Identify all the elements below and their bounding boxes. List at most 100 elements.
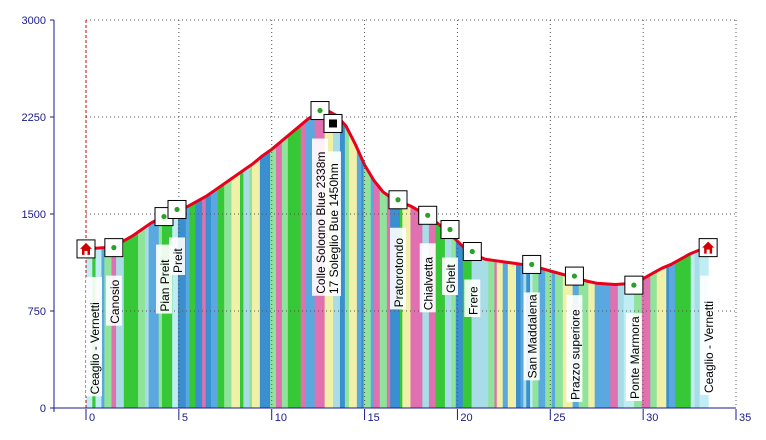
terrain-band [356,147,362,409]
terrain-band [444,229,452,408]
waypoint-dot [469,248,475,255]
terrain-band [502,261,509,408]
waypoint: Preit [167,199,187,275]
terrain-band [594,282,605,408]
axes: 0 750 1500 2250 3000 0 5 10 15 20 25 30 35 [22,15,752,424]
waypoint-label: Colle Sologno Blue 2338m [314,152,328,294]
terrain-band [668,262,676,408]
terrain-band [435,221,446,408]
terrain-band [243,166,250,408]
terrain-band [455,239,460,408]
waypoint-label-bg [625,313,642,402]
terrain-band [104,245,113,408]
terrain-band [281,135,289,408]
waypoint-label: Pian Preit [158,259,172,312]
terrain-band [458,242,464,408]
terrain-band [144,224,150,408]
terrain-band [471,252,476,408]
waypoint-label-bg [86,276,102,397]
terrain-band [555,272,564,408]
waypoint-label-bg [442,257,458,296]
terrain-band [507,262,517,408]
grid [85,19,737,408]
waypoint-label-bg [419,243,436,313]
waypoint-dot [174,206,180,213]
waypoint-label: 17 Soleglio Bue 1450hm [327,163,341,294]
terrain-band [402,202,412,408]
terrain-band [205,193,212,408]
terrain-band [270,145,277,408]
x-tick-label: 30 [646,412,658,424]
waypoint-label-bg [390,227,406,310]
waypoint-dot [425,212,431,218]
terrain-band [475,254,484,408]
terrain-band [551,271,556,408]
terrain-band [482,258,489,408]
terrain-band [231,172,241,408]
waypoint: Gheit [440,220,460,296]
waypoint-label: San Maddalena [526,294,540,378]
y-tick-label: 3000 [22,15,46,27]
y-tick-label: 1500 [22,209,46,221]
terrain-band [287,132,293,408]
waypoint-label-bg [105,275,122,326]
waypoint: San Maddalena [522,254,542,381]
terrain-band [694,250,701,408]
waypoint-label: Ceaglio - Vernetti [88,302,102,394]
terrain-band [578,278,589,408]
terrain-band [462,246,473,408]
terrain-band [224,178,233,408]
waypoint: 17 Soleglio Bue 1450hm [323,113,343,297]
terrain-band [292,125,302,409]
terrain-band [348,131,358,408]
terrain-band [300,121,306,409]
waypoint-label-bg [325,151,341,297]
waypoint-label-bg [523,292,540,381]
terrain-band [130,232,139,408]
x-tick-label: 5 [182,412,188,424]
waypoint-dot [447,226,453,233]
terrain-band [275,140,283,408]
terrain-band [641,274,651,408]
waypoint-label-bg [700,275,717,396]
waypoint-dot [529,261,535,268]
waypoint-label: Chialvetta [422,257,436,311]
x-tick-label: 20 [460,412,472,424]
waypoint-label: Canosio [108,279,122,323]
waypoint: Colle Sologno Blue 2338m [310,101,330,296]
terrain-band [545,269,553,408]
terrain-band [516,263,522,408]
x-tick-label: 0 [89,412,95,424]
waypoint-label: Pratorotondo [392,238,406,308]
waypoint-dot [317,107,323,114]
x-tick-label: 35 [739,412,751,424]
waypoint-label: Gheit [444,264,458,293]
terrain-band [588,281,596,408]
terrain-band [361,157,365,408]
terrain-band [363,162,372,408]
waypoint: Chialvetta [418,205,438,313]
terrain-band [172,210,179,408]
waypoint-dot [111,245,117,251]
waypoint-label-bg [312,138,328,296]
home-icon-door [706,249,710,254]
waypoint-label: Preit [171,248,185,273]
terrain-band [213,188,219,408]
terrain-band [410,206,419,408]
terrain-band [488,259,496,408]
terrain-band [189,202,196,408]
waypoints: Ceaglio - Vernetti Canosio Pian Preit Preit… [76,101,718,402]
home-icon-shape [80,242,92,255]
waypoint: Pratorotondo [388,190,408,310]
terrain-band [617,283,625,408]
waypoint-label: Ponte Marmora [628,316,642,399]
waypoint-label: Ceaglio - Vernetti [702,301,716,393]
waypoint: Ceaglio - Vernetti [76,239,102,397]
terrain-band [682,253,692,408]
home-icon-shape [702,241,715,254]
waypoint: Prazzo superiore [564,266,584,402]
waypoint: Frere [462,242,482,318]
terrain-band [138,227,146,408]
terrain-band [239,170,244,408]
